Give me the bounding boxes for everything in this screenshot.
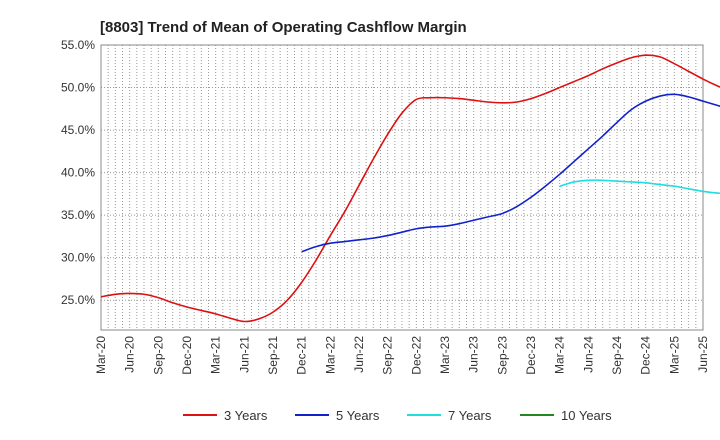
y-tick-label: 25.0% bbox=[61, 293, 95, 307]
legend-item-10-years: 10 Years bbox=[520, 408, 612, 423]
legend-item-3-years: 3 Years bbox=[183, 408, 268, 423]
y-axis-ticks: 55.0% 50.0% 45.0% 40.0% 35.0% 30.0% 25.0% bbox=[61, 38, 95, 307]
series-line-3-years bbox=[100, 54, 720, 323]
chart-title: [8803] Trend of Mean of Operating Cashfl… bbox=[100, 19, 467, 36]
x-tick-label: Mar-22 bbox=[323, 336, 337, 374]
x-tick-label: Sep-20 bbox=[151, 336, 165, 375]
x-tick-label: Dec-24 bbox=[639, 336, 653, 375]
x-tick-label: Dec-23 bbox=[524, 336, 538, 375]
legend-label: 3 Years bbox=[224, 408, 268, 423]
x-tick-label: Dec-20 bbox=[180, 336, 194, 375]
x-tick-label: Dec-22 bbox=[409, 336, 423, 375]
x-tick-label: Mar-25 bbox=[667, 336, 681, 374]
x-tick-label: Sep-22 bbox=[381, 336, 395, 375]
x-tick-label: Jun-23 bbox=[467, 336, 481, 373]
x-tick-label: Jun-20 bbox=[123, 336, 137, 373]
legend-label: 7 Years bbox=[448, 408, 492, 423]
legend-item-5-years: 5 Years bbox=[295, 408, 380, 423]
x-tick-label: Jun-21 bbox=[237, 336, 251, 373]
y-tick-label: 50.0% bbox=[61, 81, 95, 95]
x-tick-label: Mar-20 bbox=[94, 336, 108, 374]
legend-label: 5 Years bbox=[336, 408, 380, 423]
x-tick-label: Sep-21 bbox=[266, 336, 280, 375]
grid bbox=[101, 44, 703, 330]
x-tick-label: Jun-25 bbox=[696, 336, 710, 373]
x-tick-label: Jun-24 bbox=[581, 336, 595, 373]
x-tick-label: Mar-24 bbox=[553, 336, 567, 374]
y-tick-label: 40.0% bbox=[61, 166, 95, 180]
x-axis-ticks: Mar-20 Jun-20 Sep-20 Dec-20 Mar-21 Jun-21 Sep-… bbox=[94, 336, 710, 375]
x-tick-label: Dec-21 bbox=[295, 336, 309, 375]
x-tick-label: Mar-21 bbox=[209, 336, 223, 374]
y-tick-label: 55.0% bbox=[61, 38, 95, 52]
x-tick-label: Mar-23 bbox=[438, 336, 452, 374]
legend-item-7-years: 7 Years bbox=[407, 408, 492, 423]
x-tick-label: Sep-24 bbox=[610, 336, 624, 375]
series-lines bbox=[100, 54, 720, 323]
x-tick-label: Sep-23 bbox=[495, 336, 509, 375]
y-tick-label: 35.0% bbox=[61, 208, 95, 222]
series-line-5-years bbox=[301, 93, 720, 253]
series-line-7-years bbox=[559, 179, 720, 195]
y-tick-label: 45.0% bbox=[61, 123, 95, 137]
plot-area bbox=[100, 44, 704, 331]
x-tick-label: Jun-22 bbox=[352, 336, 366, 373]
y-tick-label: 30.0% bbox=[61, 251, 95, 265]
legend: 3 Years 5 Years 7 Years 10 Years bbox=[183, 408, 612, 423]
legend-label: 10 Years bbox=[561, 408, 612, 423]
